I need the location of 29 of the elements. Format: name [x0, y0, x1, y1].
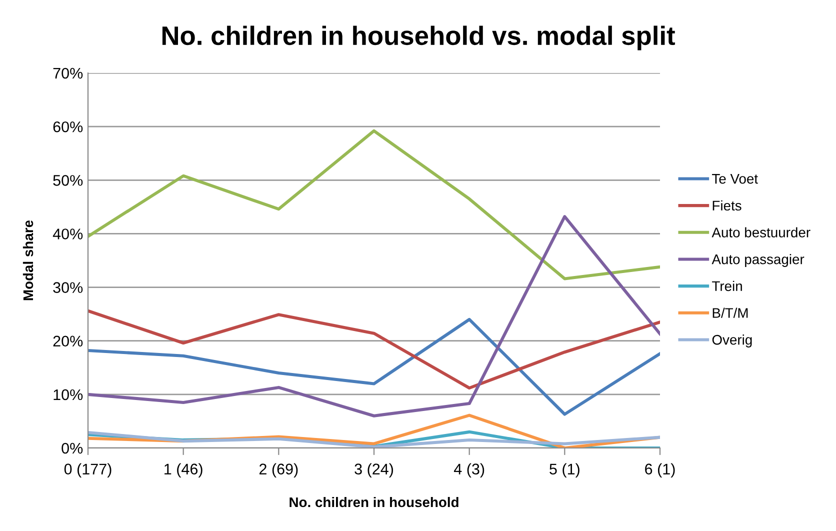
legend-label: Te Voet [712, 174, 758, 184]
legend-label: Fiets [712, 200, 742, 211]
y-tick-label: 10% [54, 389, 83, 400]
y-axis-title: Modal share [22, 220, 34, 300]
y-tick-label: 70% [53, 68, 83, 79]
y-tick-label: 0% [62, 442, 83, 454]
x-tick-label: 4 (3) [454, 463, 484, 478]
x-tick-label: 3 (24) [354, 463, 394, 478]
y-tick-label: 50% [53, 175, 83, 186]
x-tick-label: 1 (46) [164, 463, 202, 478]
legend-label: Auto bestuurder [712, 227, 810, 238]
chart-title: No. children in household vs. modal split [162, 26, 676, 50]
line-series [88, 129, 660, 280]
y-tick-label: 40% [52, 228, 83, 240]
legend-label: B/T/M [712, 308, 748, 318]
x-tick-label: 6 (1) [645, 463, 675, 478]
x-tick-label: 2 (69) [259, 463, 298, 478]
line-series [88, 215, 660, 418]
y-tick-label: 20% [53, 336, 83, 347]
legend-label: Auto passagier [712, 254, 804, 267]
x-tick-label: 5 (1) [550, 463, 580, 478]
x-axis-title: No. children in household [290, 496, 458, 508]
y-tick-label: 60% [53, 121, 83, 132]
x-tick-label: 0 (177) [64, 463, 112, 478]
line-series [88, 318, 660, 416]
line-series [88, 309, 660, 390]
legend-label: Trein [712, 280, 742, 292]
legend-label: Overig [712, 334, 752, 348]
y-tick-label: 30% [53, 282, 83, 293]
